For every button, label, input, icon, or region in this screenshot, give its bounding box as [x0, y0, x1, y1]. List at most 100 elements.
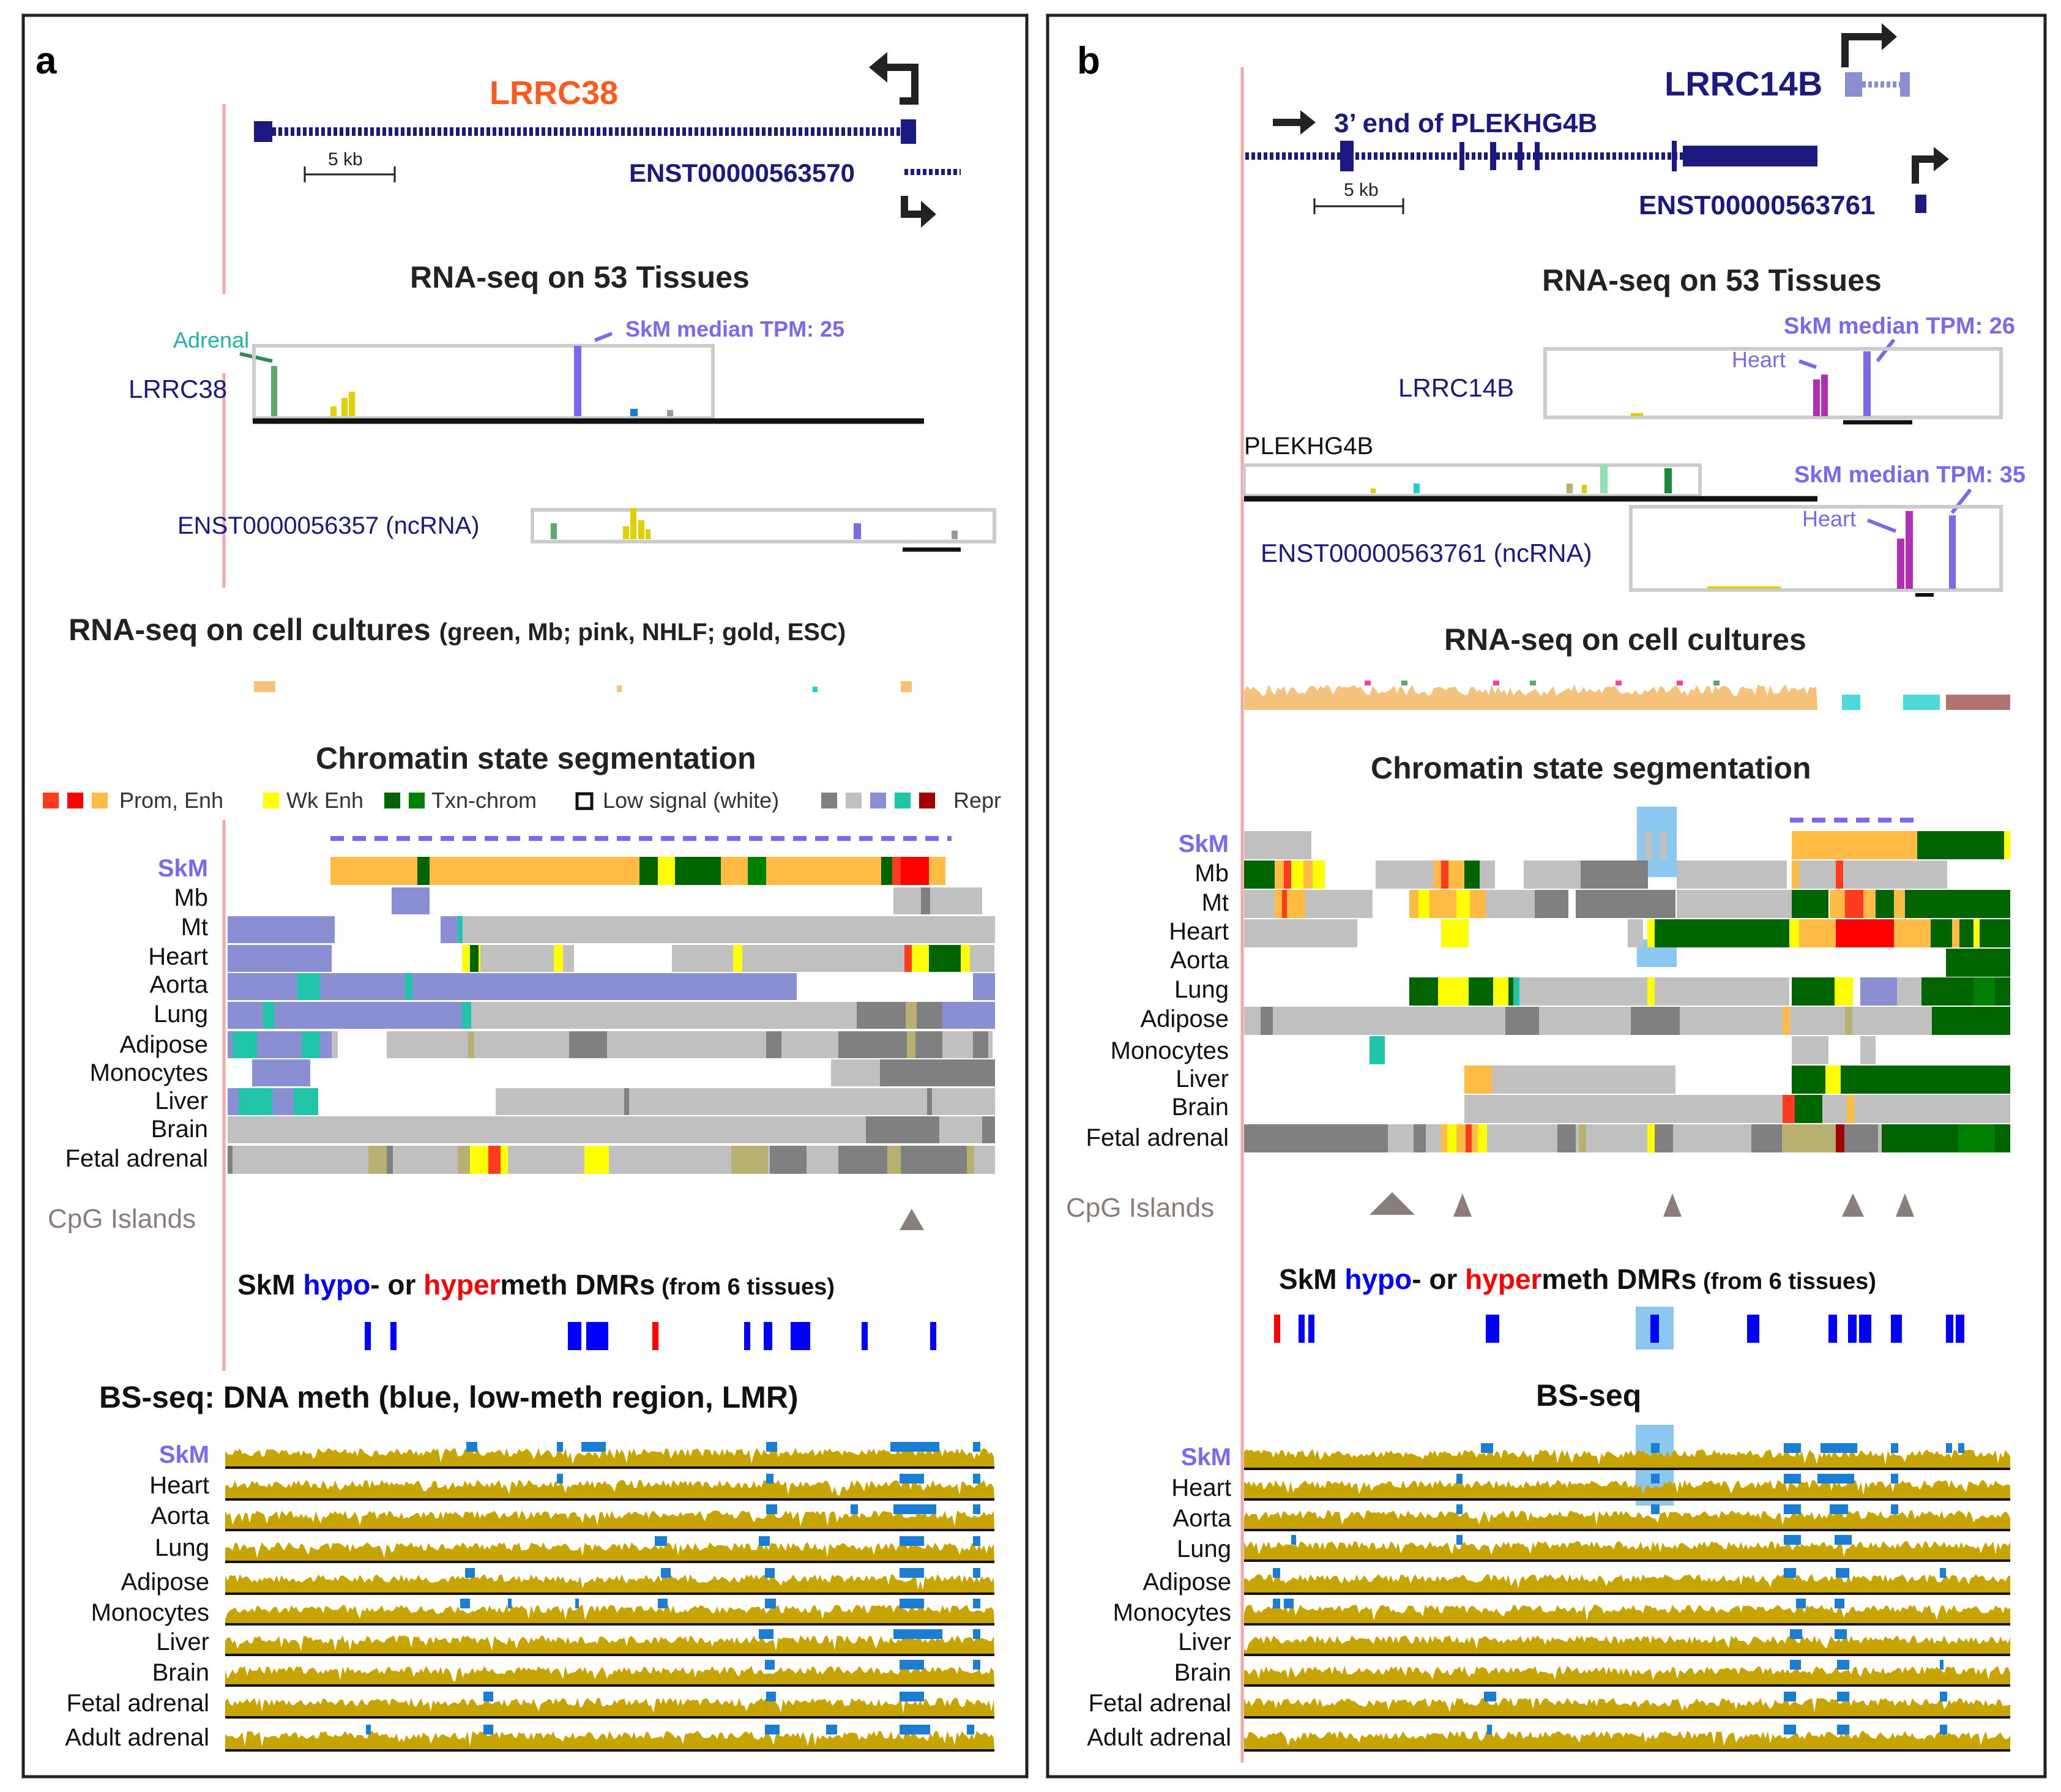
a-chrom-legend: Prom, Enh Wk Enh Txn-chrom Low signal (w…	[43, 788, 1001, 813]
a-tissue-label: Lung	[154, 1001, 208, 1028]
b-cell-culture-track	[1244, 681, 2010, 710]
b-skm-tpm-label-1: SkM median TPM: 26	[1784, 313, 2015, 339]
b-ncrna-row-label: ENST00000563761 (ncRNA)	[1261, 539, 1592, 567]
cell-culture-spot	[1713, 681, 1720, 685]
a-ncrna-arrow	[901, 196, 924, 218]
b-tissue-label: Fetal adrenal	[1086, 1124, 1229, 1151]
bs-methylation-signal	[1244, 1666, 2010, 1686]
b-bs-label: Aorta	[1172, 1505, 1231, 1532]
lmr-mark	[1651, 1443, 1660, 1453]
b-chromatin-segments	[1244, 831, 2010, 1152]
a-tissue-label: Aorta	[149, 971, 208, 998]
lmr-mark	[765, 1568, 775, 1578]
a-bs-label: SkM	[159, 1441, 209, 1468]
lmr-mark	[1835, 1629, 1847, 1639]
b-tissue-label: Adipose	[1140, 1006, 1229, 1032]
a-bs-label: Lung	[155, 1534, 209, 1561]
lmr-mark	[967, 1725, 974, 1734]
lmr-mark	[466, 1442, 477, 1452]
a-cell-title: RNA-seq on cell cultures (green, Mb; pink…	[69, 613, 846, 647]
b-tissue-label: Aorta	[1170, 947, 1229, 974]
lmr-mark	[1946, 1443, 1952, 1453]
a-cpg-island	[900, 1209, 924, 1230]
lmr-mark	[900, 1599, 924, 1608]
lmr-mark	[483, 1725, 493, 1734]
b-bs-label: Lung	[1177, 1536, 1231, 1562]
a-tissue-label: Mt	[181, 914, 208, 941]
lmr-mark	[1273, 1568, 1280, 1578]
b-bs-labels: SkM Heart Aorta Lung Adipose Monocytes L…	[1087, 1444, 1231, 1751]
b-cpg-island	[1370, 1192, 1415, 1215]
lmr-mark	[973, 1568, 980, 1578]
a-promoter-arrow-head	[869, 52, 887, 83]
lmr-mark	[890, 1442, 939, 1452]
lmr-mark	[1456, 1535, 1463, 1545]
a-bs-label: Liver	[156, 1629, 209, 1656]
lmr-mark	[765, 1725, 780, 1734]
lmr-mark	[1651, 1504, 1660, 1514]
a-tissue-label: Brain	[151, 1116, 208, 1143]
a-bs-label: Monocytes	[91, 1599, 209, 1626]
b-tissue-label: Mb	[1194, 860, 1229, 887]
cell-culture-spot	[1493, 681, 1499, 685]
lmr-mark	[658, 1599, 668, 1608]
lmr-mark	[893, 1629, 942, 1639]
a-tissue-label: Liver	[155, 1088, 208, 1114]
b-cpg-label: CpG Islands	[1066, 1193, 1214, 1223]
lmr-mark	[893, 1504, 936, 1514]
cell-culture-spot	[1401, 681, 1407, 685]
a-bs-label: Aorta	[151, 1503, 209, 1529]
a-adrenal-label: Adrenal	[173, 327, 249, 353]
cell-culture-spot	[1616, 681, 1622, 685]
lmr-mark	[766, 1692, 776, 1701]
svg-text:Txn-chrom: Txn-chrom	[431, 788, 537, 813]
lmr-mark	[1837, 1692, 1849, 1701]
a-bs-labels: SkM Heart Aorta Lung Adipose Monocytes L…	[65, 1441, 209, 1751]
lmr-mark	[1835, 1599, 1844, 1608]
a-bs-tracks	[225, 1442, 994, 1752]
lmr-mark	[1784, 1535, 1801, 1545]
a-chromatin-segments	[228, 857, 995, 1174]
b-tissue-labels: SkM Mb Mt Heart Aorta Lung Adipose Monoc…	[1086, 831, 1229, 1151]
lmr-mark	[1784, 1568, 1796, 1578]
lmr-mark	[1836, 1568, 1849, 1578]
svg-text:Wk Enh: Wk Enh	[286, 788, 363, 813]
lmr-mark	[1784, 1692, 1796, 1701]
lmr-mark	[1940, 1660, 1944, 1670]
b-lrrc14b-row-label: LRRC14B	[1398, 373, 1514, 402]
a-tissue-label: Monocytes	[90, 1059, 208, 1086]
lmr-mark	[1481, 1443, 1493, 1453]
b-tissue-label: Liver	[1176, 1066, 1229, 1092]
lmr-mark	[1273, 1599, 1280, 1608]
cell-culture-block	[1903, 695, 1940, 710]
a-rna-box	[252, 344, 715, 420]
lmr-mark	[1284, 1599, 1294, 1608]
svg-text:Prom, Enh: Prom, Enh	[119, 788, 223, 813]
lmr-mark	[759, 1629, 773, 1639]
b-dmr-title: SkM hypo- or hypermeth DMRs (from 6 tiss…	[1279, 1263, 1876, 1295]
bs-methylation-signal	[225, 1480, 994, 1499]
cell-culture-spot	[1365, 681, 1371, 685]
b-skm-tpm-label-2: SkM median TPM: 35	[1794, 462, 2026, 488]
a-lrrc38-row-label: LRRC38	[129, 375, 227, 403]
b-tissue-label: Brain	[1172, 1094, 1229, 1121]
bs-methylation-signal	[225, 1698, 994, 1717]
lmr-mark	[1456, 1504, 1463, 1514]
lmr-mark	[508, 1599, 512, 1608]
bs-methylation-signal	[1244, 1480, 2010, 1499]
a-tissue-label: Mb	[174, 884, 208, 911]
lmr-mark	[973, 1660, 980, 1670]
panel-b-letter: b	[1077, 40, 1100, 82]
b-bs-label: Monocytes	[1113, 1599, 1231, 1626]
lmr-mark	[581, 1442, 606, 1452]
lmr-mark	[759, 1536, 770, 1546]
a-tissue-label: Heart	[148, 943, 208, 970]
b-bs-tracks	[1244, 1443, 2010, 1752]
lmr-mark	[465, 1568, 475, 1578]
b-lrrc14b-box	[1543, 347, 2003, 419]
b-rna-title: RNA-seq on 53 Tissues	[1542, 263, 1882, 297]
a-bs-label: Brain	[152, 1659, 209, 1686]
a-cpg-label: CpG Islands	[48, 1204, 196, 1234]
lmr-mark	[900, 1474, 924, 1484]
